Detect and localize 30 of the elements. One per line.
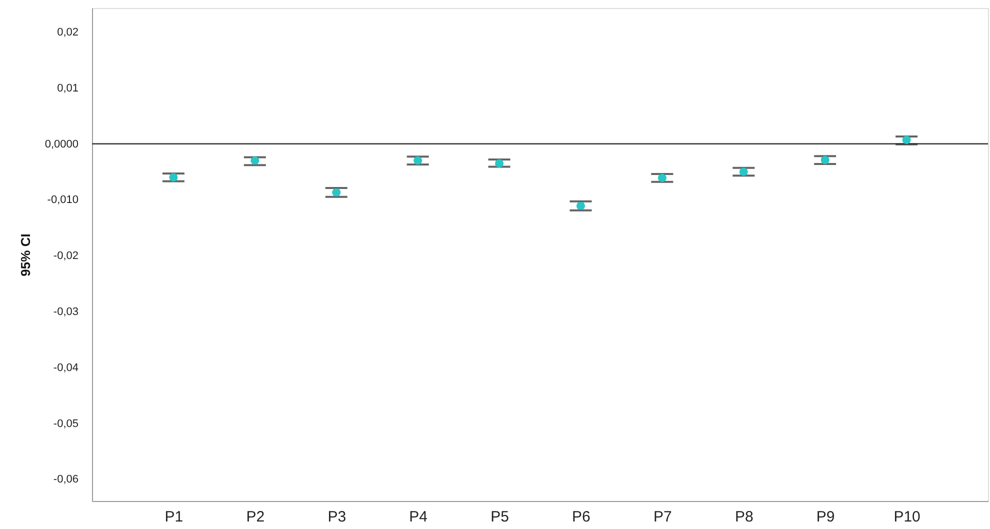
point [576,202,585,210]
point [820,156,830,164]
point [739,168,748,176]
point [902,136,911,144]
y-tick-label: 0,0000 [44,138,78,150]
y-tick-label: -0,06 [53,474,78,486]
x-tick-label: P10 [894,508,920,526]
point [414,156,422,165]
x-tick-label: P8 [734,508,754,526]
y-tick-label: 0,01 [57,82,78,94]
point [169,173,178,182]
x-tick-label: P6 [572,508,590,526]
x-tick-label: P7 [654,508,672,526]
point [495,159,504,168]
point [658,174,666,182]
y-tick-label: -0,02 [53,250,78,262]
point [332,188,341,197]
x-tick-label: P3 [328,508,346,526]
x-tick-label: P2 [246,508,265,526]
x-tick-label: P9 [816,508,835,526]
y-axis-title: 95% CI [18,234,33,276]
y-tick-label: -0,03 [53,306,78,318]
x-tick-label: P4 [409,508,428,526]
x-tick-label: P1 [164,508,184,526]
y-tick-label: -0,04 [53,362,78,374]
x-tick-label: P5 [490,508,509,526]
y-tick-label: 0,02 [57,26,78,39]
y-tick-label: -0,010 [47,194,78,206]
point [250,156,260,165]
y-tick-label: -0,05 [53,418,78,430]
